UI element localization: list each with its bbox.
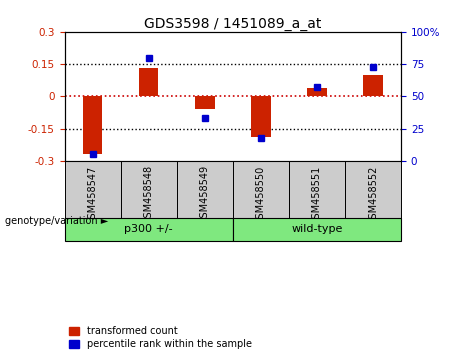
Bar: [363, 75, 383, 96]
Text: GSM458552: GSM458552: [368, 165, 378, 225]
Bar: [139, 68, 159, 96]
Legend: transformed count, percentile rank within the sample: transformed count, percentile rank withi…: [70, 326, 252, 349]
Bar: [121, 161, 177, 217]
Text: GSM458549: GSM458549: [200, 165, 210, 224]
Title: GDS3598 / 1451089_a_at: GDS3598 / 1451089_a_at: [144, 17, 321, 31]
Bar: [65, 217, 233, 241]
Bar: [177, 161, 233, 217]
Bar: [65, 161, 121, 217]
Text: genotype/variation ►: genotype/variation ►: [5, 216, 108, 226]
Bar: [233, 161, 289, 217]
Text: GSM458550: GSM458550: [256, 165, 266, 224]
Text: GSM458551: GSM458551: [312, 165, 322, 224]
Text: GSM458548: GSM458548: [144, 165, 154, 224]
Bar: [307, 88, 327, 96]
Bar: [345, 161, 401, 217]
Bar: [233, 217, 401, 241]
Text: p300 +/-: p300 +/-: [124, 224, 173, 234]
Bar: [289, 161, 345, 217]
Bar: [251, 96, 271, 137]
Bar: [83, 96, 102, 154]
Text: GSM458547: GSM458547: [88, 165, 98, 224]
Text: wild-type: wild-type: [291, 224, 343, 234]
Bar: [195, 96, 214, 109]
